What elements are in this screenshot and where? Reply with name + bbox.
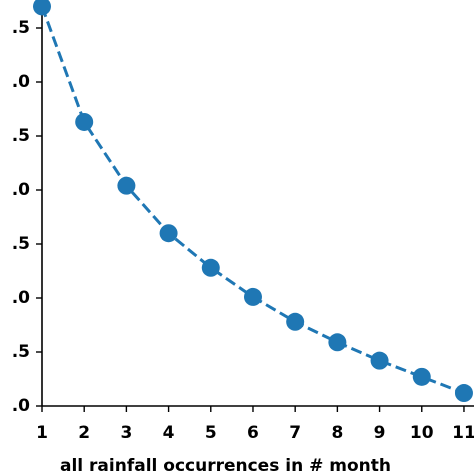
data-point — [370, 351, 389, 370]
x-tick-label: 9 — [374, 423, 386, 443]
data-point — [159, 224, 178, 243]
x-tick-label: 1 — [36, 423, 48, 443]
x-tick-label: 7 — [289, 423, 301, 443]
data-point — [201, 258, 220, 277]
y-tick-label: .5 — [12, 126, 30, 146]
y-tick-label: .5 — [12, 342, 30, 362]
y-tick-label: .0 — [12, 288, 30, 308]
data-point — [412, 367, 431, 386]
series-line — [40, 5, 465, 395]
x-tick-label: 4 — [163, 423, 175, 443]
data-point — [75, 112, 94, 131]
x-tick-label: 8 — [331, 423, 343, 443]
x-tick-label: 2 — [78, 423, 90, 443]
x-tick-label: 6 — [247, 423, 259, 443]
x-tick-label: 10 — [410, 423, 434, 443]
y-tick-label: .0 — [12, 180, 30, 200]
data-point — [33, 0, 51, 16]
y-tick-label: .0 — [12, 72, 30, 92]
y-tick-label: .0 — [12, 396, 30, 416]
data-point — [117, 176, 136, 195]
data-point — [328, 333, 347, 352]
y-tick-label: .5 — [12, 18, 30, 38]
y-tick-label: .5 — [12, 234, 30, 254]
x-tick-label: 3 — [120, 423, 132, 443]
x-tick-label: 5 — [205, 423, 217, 443]
x-tick-label: 11 — [452, 423, 474, 443]
data-point — [243, 287, 262, 306]
data-point — [454, 384, 473, 403]
data-point — [286, 312, 305, 331]
x-axis-label: all rainfall occurrences in # month — [60, 456, 391, 474]
